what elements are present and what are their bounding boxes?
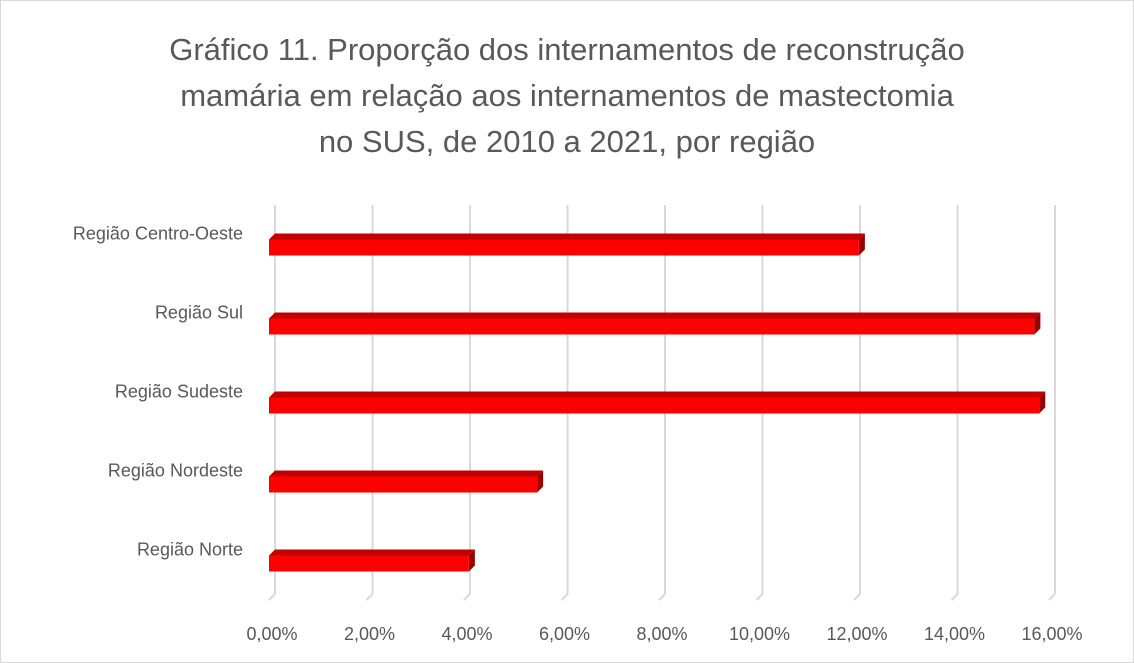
x-tick-label: 0,00%	[246, 624, 297, 644]
grid-line-foot	[560, 593, 569, 601]
bar-top	[269, 312, 1041, 319]
grid-line-foot	[658, 593, 666, 601]
bar-side	[468, 549, 475, 572]
bar-top	[269, 549, 475, 556]
grid-line-foot	[365, 593, 374, 601]
chart-title: Gráfico 11. Proporção dos internamentos …	[169, 32, 965, 67]
y-tick-label: Região Norte	[137, 539, 243, 559]
x-tick-label: 10,00%	[729, 624, 790, 644]
grid-line-foot	[1048, 593, 1056, 601]
grid-line-foot	[755, 593, 764, 601]
bar	[269, 476, 538, 493]
bar-side	[537, 470, 544, 493]
y-tick-label: Região Sudeste	[115, 381, 243, 401]
bar	[269, 555, 469, 572]
bar	[269, 239, 859, 256]
x-tick-label: 8,00%	[636, 624, 687, 644]
y-tick-label: Região Centro-Oeste	[73, 223, 243, 243]
bar	[269, 397, 1040, 414]
grid-line-foot	[853, 593, 861, 601]
grid-line-foot	[268, 593, 276, 601]
grid-line-foot	[950, 593, 959, 601]
y-tick-label: Região Nordeste	[108, 460, 243, 480]
x-tick-label: 2,00%	[344, 624, 395, 644]
bar-top	[269, 470, 544, 477]
x-tick-label: 16,00%	[1021, 624, 1082, 644]
y-tick-label: Região Sul	[155, 302, 243, 322]
chart-title: mamária em relação aos internamentos de …	[180, 78, 954, 113]
x-tick-label: 12,00%	[826, 624, 887, 644]
bar-side	[1034, 312, 1041, 335]
bar-top	[269, 233, 865, 240]
x-tick-label: 6,00%	[539, 624, 590, 644]
bar	[269, 318, 1035, 335]
x-tick-label: 14,00%	[924, 624, 985, 644]
chart-title: no SUS, de 2010 a 2021, por região	[319, 124, 815, 159]
grid-line-foot	[463, 593, 471, 601]
x-tick-label: 4,00%	[441, 624, 492, 644]
bar-side	[1039, 391, 1046, 414]
bar-top	[269, 391, 1046, 398]
bar-side	[858, 233, 865, 256]
